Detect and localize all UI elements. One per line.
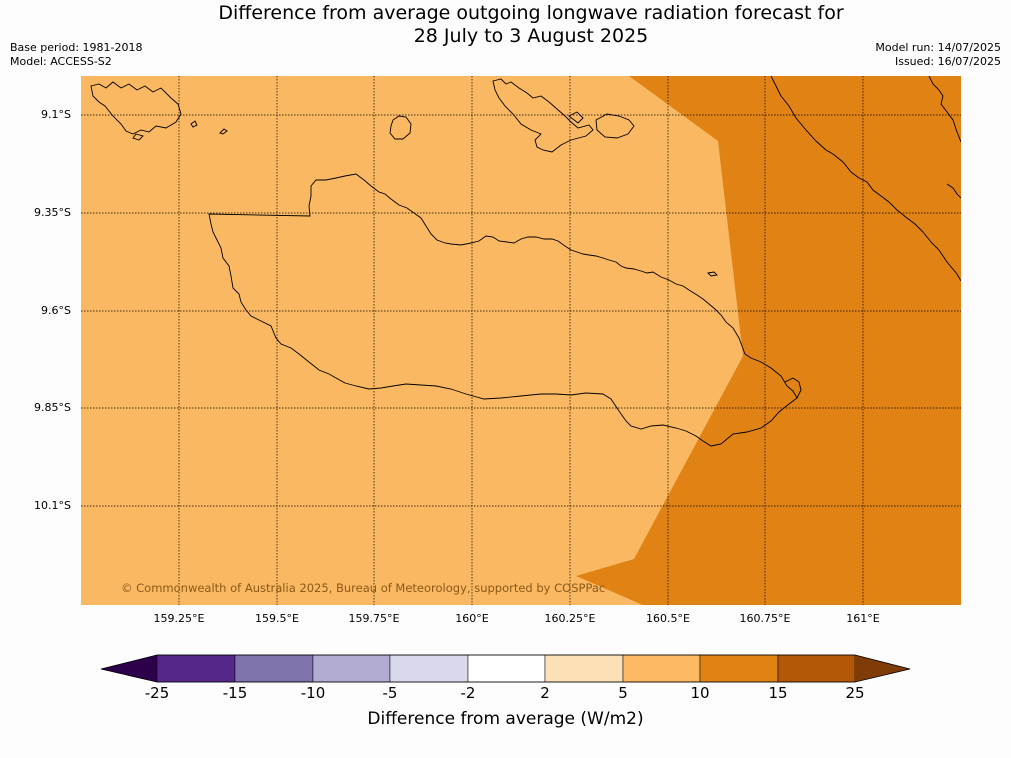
- lon-label: 160.75°E: [739, 612, 791, 625]
- colorbar-segment: [777, 654, 856, 683]
- anomaly-band-10-15: [576, 76, 961, 605]
- colorbar-segment: [312, 654, 391, 683]
- colorbar-segment: [622, 654, 701, 683]
- small-island-coastline: [389, 115, 412, 140]
- nggela-islands-coastline: [492, 78, 594, 153]
- northwest-islands-coastline: [132, 133, 144, 141]
- colorbar-tick: -2: [460, 684, 476, 702]
- colorbar-tick: -10: [300, 684, 326, 702]
- colorbar-under-triangle: [101, 655, 157, 682]
- malaita-coastline: [770, 76, 961, 282]
- eastern-islet-coastline: [784, 377, 802, 399]
- gridlines: [81, 76, 961, 605]
- colorbar-tick: 5: [618, 684, 628, 702]
- islet-coastline: [190, 120, 198, 128]
- map-title: Difference from average outgoing longwav…: [0, 2, 1011, 48]
- malaita-coastline: [928, 76, 961, 143]
- model-run: Model run: 14/07/2025: [875, 41, 1001, 54]
- lon-label: 160.5°E: [646, 612, 690, 625]
- guadalcanal-coastline: [208, 173, 798, 447]
- lon-label: 159.25°E: [153, 612, 205, 625]
- issued-date: Issued: 16/07/2025: [894, 55, 1001, 68]
- colorbar-tick: -25: [144, 684, 170, 702]
- colorbar-segment: [699, 654, 779, 683]
- colorbar-tick: 2: [540, 684, 550, 702]
- colorbar-outline: [100, 654, 911, 683]
- meta-right: Model run: 14/07/2025 Issued: 16/07/2025: [875, 41, 1001, 69]
- coastlines: [90, 76, 961, 447]
- map-canvas: [81, 76, 961, 605]
- copyright-notice: © Commonwealth of Australia 2025, Bureau…: [121, 581, 606, 595]
- lat-label: 9.85°S: [34, 401, 71, 414]
- colorbar-segment: [389, 654, 469, 683]
- lat-label: 9.1°S: [41, 108, 71, 121]
- colorbar-over-triangle: [855, 655, 910, 682]
- northwest-islands-coastline: [90, 81, 182, 135]
- islet-coastline: [707, 271, 718, 277]
- lat-label: 9.35°S: [34, 206, 71, 219]
- colorbar-tick: -5: [382, 684, 398, 702]
- base-period: Base period: 1981-2018: [10, 41, 143, 54]
- colorbar-segment: [156, 654, 236, 683]
- title-line-2: 28 July to 3 August 2025: [413, 25, 649, 47]
- title-line-1: Difference from average outgoing longwav…: [218, 2, 844, 24]
- lat-label: 9.6°S: [41, 304, 71, 317]
- colorbar-segment: [467, 654, 546, 683]
- colorbar-tick: -15: [222, 684, 248, 702]
- colorbar-tick: 25: [845, 684, 865, 702]
- colorbar-segment: [544, 654, 624, 683]
- colorbar: [100, 654, 911, 683]
- lon-label: 161°E: [846, 612, 880, 625]
- maramasike-coastline: [946, 183, 961, 199]
- islet-coastline: [219, 128, 228, 135]
- lon-label: 159.75°E: [348, 612, 400, 625]
- colorbar-label: Difference from average (W/m2): [367, 709, 644, 729]
- nggela-islands-coastline: [568, 111, 584, 124]
- florida-north-coastline: [595, 113, 635, 139]
- map-panel: [81, 76, 961, 605]
- colorbar-segment: [234, 654, 314, 683]
- lon-label: 159.5°E: [255, 612, 299, 625]
- lon-label: 160°E: [455, 612, 489, 625]
- lat-label: 10.1°S: [34, 499, 71, 512]
- lon-label: 160.25°E: [544, 612, 596, 625]
- colorbar-tick: 15: [768, 684, 788, 702]
- model-name: Model: ACCESS-S2: [10, 55, 112, 68]
- meta-left: Base period: 1981-2018 Model: ACCESS-S2: [10, 41, 142, 69]
- colorbar-tick: 10: [690, 684, 710, 702]
